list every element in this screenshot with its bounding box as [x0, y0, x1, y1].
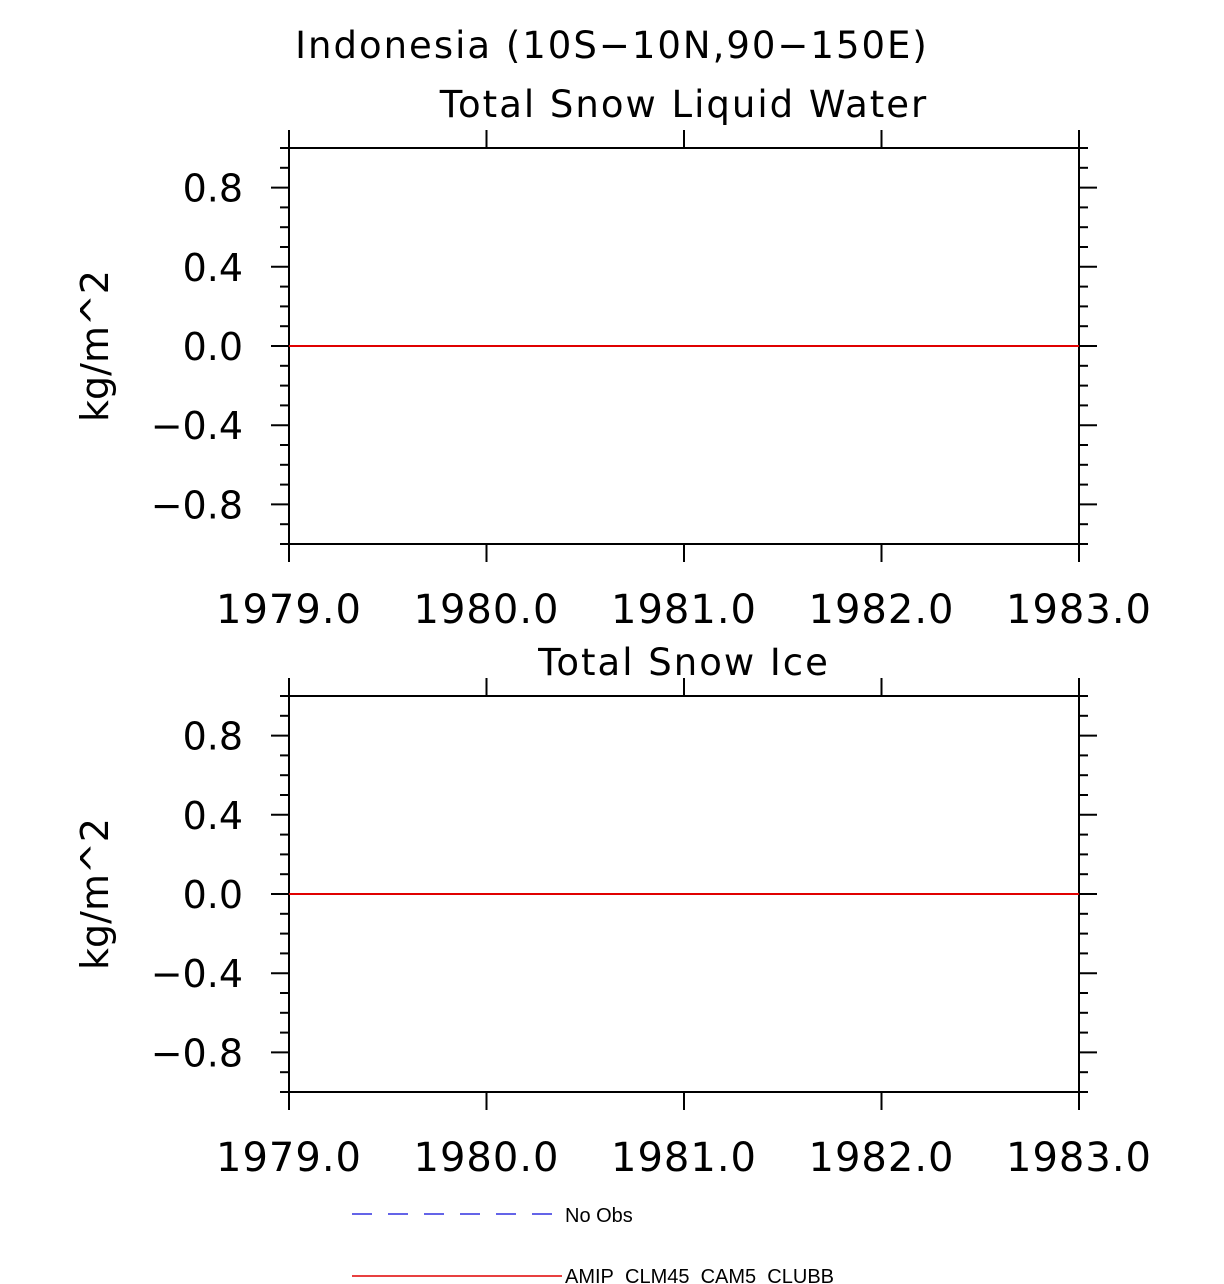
y-tick-label: −0.8: [151, 483, 243, 527]
y-axis-label: kg/m^2: [73, 818, 117, 970]
y-tick-label: 0.0: [183, 873, 243, 917]
y-tick-label: −0.4: [151, 404, 243, 448]
panel-snow-ice: Total Snow Ice kg/m^2 1979.0 1980.0 1981.0 19…: [73, 641, 1152, 1181]
x-tick-label: 1983.0: [1006, 587, 1152, 633]
x-tick-label: 1980.0: [414, 587, 560, 633]
y-tick-label: 0.0: [183, 325, 243, 369]
legend-label-no-obs: No Obs: [565, 1205, 633, 1227]
x-tick-label: 1981.0: [611, 1135, 757, 1181]
panel-snow-liquid-water: Total Snow Liquid Water kg/m^2 1979.0 1980.…: [73, 83, 1152, 633]
x-tick-label: 1979.0: [216, 1135, 362, 1181]
y-tick-label: 0.4: [183, 794, 243, 838]
legend-label-amip-clm45-cam5-clubb: AMIP_CLM45_CAM5_CLUBB: [565, 1266, 834, 1284]
y-tick-label: −0.8: [151, 1031, 243, 1075]
y-axis-label: kg/m^2: [73, 270, 117, 422]
x-tick-label: 1982.0: [809, 1135, 955, 1181]
x-tick-label: 1983.0: [1006, 1135, 1152, 1181]
y-tick-label: 0.8: [183, 167, 243, 211]
y-tick-label: 0.8: [183, 715, 243, 759]
panel-title: Total Snow Liquid Water: [439, 83, 929, 126]
figure-title: Indonesia (10S−10N,90−150E): [295, 24, 929, 67]
x-tick-label: 1981.0: [611, 587, 757, 633]
y-tick-label: −0.4: [151, 952, 243, 996]
legend: No Obs AMIP_CLM45_CAM5_CLUBB: [352, 1205, 834, 1284]
panel-title: Total Snow Ice: [537, 641, 830, 684]
x-tick-label: 1982.0: [809, 587, 955, 633]
x-tick-label: 1980.0: [414, 1135, 560, 1181]
y-tick-label: 0.4: [183, 246, 243, 290]
x-tick-label: 1979.0: [216, 587, 362, 633]
